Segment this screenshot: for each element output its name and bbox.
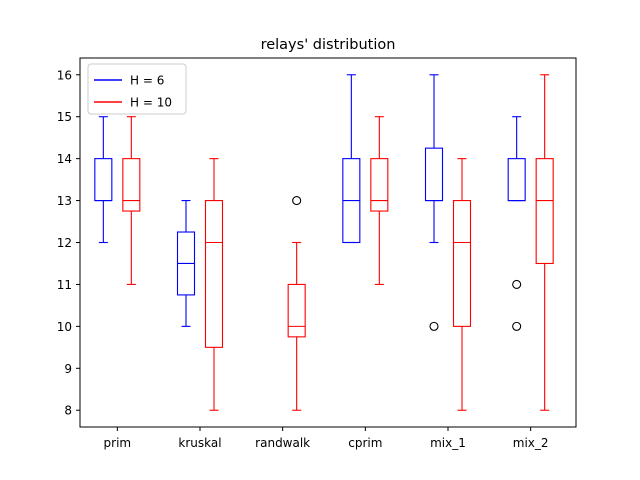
outlier-point: [429, 321, 439, 331]
box-kruskal-0: [176, 200, 196, 327]
y-tick-label: 10: [57, 320, 72, 334]
legend: H = 6 H = 10: [87, 63, 187, 115]
y-tick-label: 12: [57, 236, 72, 250]
box-cprim-1: [370, 116, 389, 285]
box-mix_1-0: [424, 74, 444, 331]
box-mix_2-0: [507, 116, 526, 331]
outlier-point: [292, 196, 302, 206]
x-tick-label: randwalk: [255, 436, 310, 450]
box-mix_1-1: [452, 158, 472, 411]
box-prim-0: [94, 116, 113, 244]
box-cprim-0: [342, 74, 361, 244]
y-tick-label: 9: [64, 362, 72, 376]
y-tick-label: 14: [57, 152, 72, 166]
x-tick-label: kruskal: [178, 436, 221, 450]
iqr-box: [122, 158, 141, 212]
legend-label: H = 6: [130, 74, 164, 88]
iqr-box: [94, 158, 113, 202]
y-tick-label: 16: [57, 68, 72, 82]
iqr-box: [535, 158, 554, 265]
iqr-box: [452, 200, 472, 327]
box-randwalk-1: [287, 196, 306, 411]
box-prim-1: [122, 116, 141, 285]
y-tick-label: 8: [64, 404, 72, 418]
y-tick-label: 11: [57, 278, 72, 292]
outlier-point: [512, 321, 522, 331]
legend-label: H = 10: [130, 96, 172, 110]
plot-frame: [79, 57, 577, 428]
y-tick-label: 15: [57, 110, 72, 124]
iqr-box: [287, 283, 306, 338]
x-tick-label: prim: [104, 436, 132, 450]
x-tick-label: cprim: [348, 436, 382, 450]
outlier-point: [512, 279, 522, 289]
plot-layer: 8 9 10 11 12 13 14 15 16 prim kruskal randwalk cprim…: [57, 68, 554, 450]
iqr-box: [204, 200, 224, 348]
iqr-box: [507, 158, 526, 202]
x-tick-label: mix_2: [513, 436, 549, 450]
y-tick-label: 13: [57, 194, 72, 208]
iqr-box: [370, 158, 389, 212]
box-kruskal-1: [204, 158, 224, 411]
box-mix_2-1: [535, 74, 554, 411]
iqr-box: [424, 147, 444, 202]
x-tick-label: mix_1: [430, 436, 466, 450]
chart-title: relays' distribution: [261, 37, 396, 53]
